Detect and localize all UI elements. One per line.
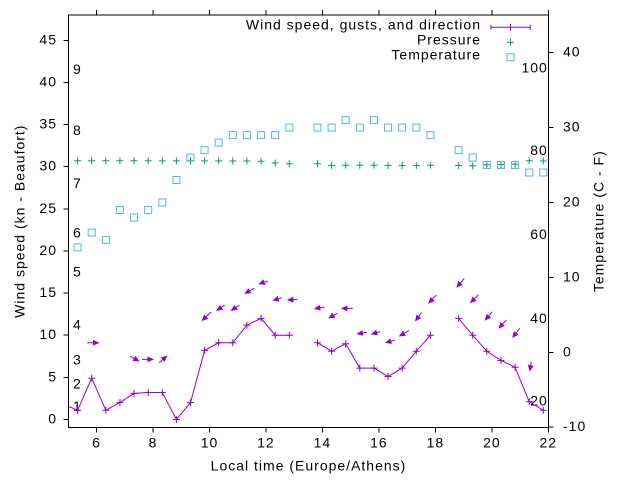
svg-text:40: 40: [530, 310, 548, 326]
svg-text:Local time (Europe/Athens): Local time (Europe/Athens): [211, 458, 407, 474]
svg-text:4: 4: [73, 317, 82, 333]
svg-text:2: 2: [73, 375, 82, 391]
svg-text:10: 10: [563, 268, 581, 284]
svg-text:0: 0: [563, 343, 572, 359]
svg-text:22: 22: [540, 435, 558, 451]
svg-text:10: 10: [201, 435, 219, 451]
svg-text:30: 30: [563, 119, 581, 135]
svg-text:3: 3: [73, 351, 82, 367]
svg-text:-10: -10: [563, 418, 586, 434]
svg-text:8: 8: [73, 122, 82, 138]
svg-text:Wind speed (kn - Beaufort): Wind speed (kn - Beaufort): [12, 125, 28, 318]
svg-text:40: 40: [563, 44, 581, 60]
svg-text:20: 20: [563, 194, 581, 210]
svg-text:45: 45: [39, 31, 57, 47]
svg-text:20: 20: [530, 392, 548, 408]
svg-text:60: 60: [530, 226, 548, 242]
svg-text:7: 7: [73, 175, 82, 191]
svg-text:1: 1: [73, 398, 82, 414]
svg-text:14: 14: [314, 435, 332, 451]
svg-text:18: 18: [427, 435, 445, 451]
svg-text:12: 12: [257, 435, 275, 451]
svg-text:0: 0: [48, 411, 57, 427]
svg-text:6: 6: [92, 435, 101, 451]
svg-text:10: 10: [39, 326, 57, 342]
svg-text:15: 15: [39, 284, 57, 300]
svg-text:100: 100: [521, 60, 547, 76]
svg-text:80: 80: [530, 142, 548, 158]
svg-text:5: 5: [48, 368, 57, 384]
svg-text:9: 9: [73, 61, 82, 77]
svg-text:20: 20: [39, 242, 57, 258]
svg-text:5: 5: [73, 263, 82, 279]
svg-text:30: 30: [39, 158, 57, 174]
svg-text:Temperature (C - F): Temperature (C - F): [591, 150, 607, 292]
svg-text:Pressure: Pressure: [417, 32, 481, 48]
svg-text:16: 16: [370, 435, 388, 451]
svg-text:Wind speed, gusts, and directi: Wind speed, gusts, and direction: [246, 17, 481, 33]
svg-text:6: 6: [73, 225, 82, 241]
svg-text:40: 40: [39, 73, 57, 89]
svg-text:25: 25: [39, 200, 57, 216]
svg-text:35: 35: [39, 116, 57, 132]
svg-text:20: 20: [483, 435, 501, 451]
svg-text:Temperature: Temperature: [391, 47, 481, 63]
svg-text:8: 8: [149, 435, 158, 451]
